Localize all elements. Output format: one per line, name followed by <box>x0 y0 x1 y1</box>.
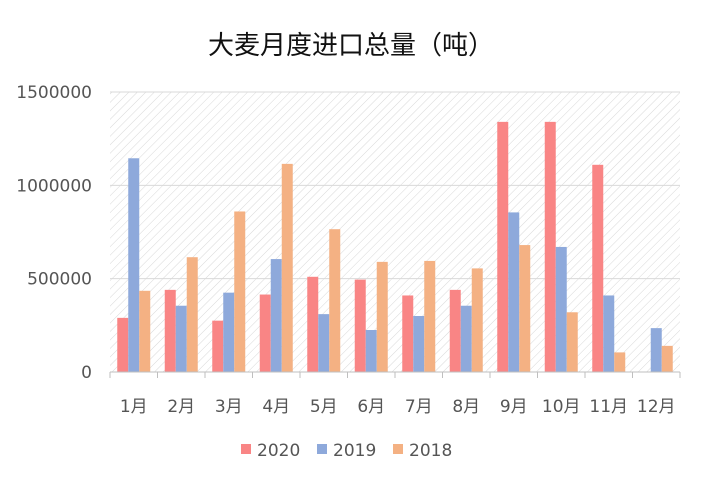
legend-swatch-2018 <box>393 444 403 454</box>
bars <box>117 121 673 372</box>
bar-2019-12 <box>650 328 662 372</box>
x-tick-label: 1月 <box>120 397 148 417</box>
bar-2018-2 <box>186 257 198 372</box>
y-tick-label: 1000000 <box>16 176 92 196</box>
legend-label-2019: 2019 <box>333 441 376 461</box>
chart-title: 大麦月度进口总量（吨） <box>208 31 494 61</box>
x-tick-label: 10月 <box>542 397 581 417</box>
bar-2018-7 <box>424 260 436 372</box>
x-tick-label: 4月 <box>262 397 290 417</box>
bar-2020-7 <box>402 295 414 372</box>
legend-label-2020: 2020 <box>257 441 300 461</box>
x-axis <box>109 371 681 378</box>
bar-2019-1 <box>128 158 140 372</box>
bar-2018-9 <box>519 245 531 372</box>
bar-2019-4 <box>270 259 282 372</box>
bar-2019-2 <box>175 305 187 372</box>
legend-swatch-2020 <box>241 444 251 454</box>
bar-2018-6 <box>376 261 388 372</box>
bar-2020-6 <box>354 279 366 372</box>
legend: 2020 2019 2018 <box>241 441 452 461</box>
bar-2018-11 <box>614 352 626 372</box>
bar-2018-3 <box>234 211 246 372</box>
bar-2019-10 <box>555 246 567 372</box>
x-tick-label: 3月 <box>215 397 243 417</box>
plot-area <box>110 92 680 372</box>
bar-2020-5 <box>307 276 319 372</box>
bar-2020-10 <box>544 121 556 372</box>
y-tick-label: 500000 <box>27 270 92 290</box>
bar-2019-9 <box>508 212 520 372</box>
gridlines <box>110 91 680 280</box>
x-tick-label: 5月 <box>310 397 338 417</box>
y-tick-label: 1500000 <box>16 83 92 103</box>
bar-2020-4 <box>259 294 271 372</box>
bar-2019-8 <box>460 305 472 372</box>
legend-label-2018: 2018 <box>409 441 452 461</box>
bar-2019-7 <box>413 316 425 372</box>
x-tick-label: 12月 <box>637 397 676 417</box>
bar-2020-8 <box>449 289 461 372</box>
bar-2019-6 <box>365 330 377 372</box>
bar-2020-2 <box>164 289 176 372</box>
x-tick-label: 7月 <box>405 397 433 417</box>
bar-2020-11 <box>592 164 604 372</box>
x-tick-labels: 1月 2月 3月 4月 5月 6月 7月 8月 9月 10月 11月 12月 <box>120 397 676 417</box>
bar-2018-10 <box>566 312 578 372</box>
x-tick-label: 9月 <box>500 397 528 417</box>
x-tick-label: 6月 <box>357 397 385 417</box>
bar-2018-4 <box>281 163 293 372</box>
bar-2018-1 <box>139 290 151 372</box>
bar-2020-1 <box>117 317 129 372</box>
legend-swatch-2019 <box>317 444 327 454</box>
bar-2018-12 <box>661 345 673 372</box>
bar-2019-5 <box>318 314 330 372</box>
bar-2018-8 <box>471 268 483 372</box>
bar-2020-3 <box>212 320 224 372</box>
y-tick-label: 0 <box>81 363 92 383</box>
x-tick-label: 2月 <box>167 397 195 417</box>
bar-2019-3 <box>223 292 235 372</box>
x-tick-label: 8月 <box>452 397 480 417</box>
bar-2018-5 <box>329 229 341 372</box>
x-tick-label: 11月 <box>589 397 628 417</box>
y-axis: 0 500000 1000000 1500000 <box>16 83 92 383</box>
bar-2019-11 <box>603 295 615 372</box>
bar-2020-9 <box>497 121 509 372</box>
